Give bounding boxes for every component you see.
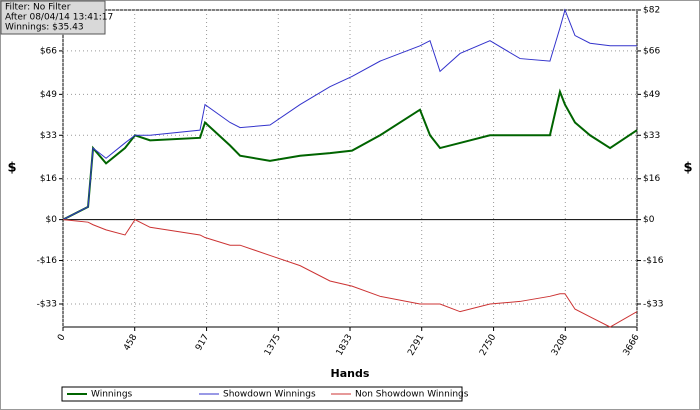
y2-tick-label: $0 — [643, 215, 655, 225]
y-tick-label: $33 — [40, 131, 57, 141]
legend-label: Winnings — [91, 390, 133, 400]
y-tick-label: $66 — [40, 46, 57, 56]
info-line: Filter: No Filter — [5, 3, 71, 13]
y2-tick-label: $82 — [643, 6, 660, 16]
y2-tick-label: -$33 — [643, 299, 663, 309]
series-line — [62, 88, 638, 221]
x-axis-label: Hands — [331, 367, 370, 380]
info-line: After 08/04/14 13:41:17 — [5, 13, 113, 23]
info-line: Winnings: $35.43 — [5, 23, 84, 33]
y-tick-label: -$16 — [37, 256, 58, 266]
y-tick-label: $49 — [40, 90, 57, 100]
y-axis-label: $ — [7, 161, 16, 176]
legend-box — [61, 386, 463, 402]
y2-tick-label: -$16 — [643, 256, 664, 266]
x-tick-label: 0 — [56, 333, 68, 343]
series-line — [62, 218, 638, 328]
y-tick-label: $0 — [46, 215, 58, 225]
legend-label: Non Showdown Winnings — [355, 390, 469, 400]
y2-tick-label: $66 — [643, 46, 660, 56]
y2-tick-label: $49 — [643, 90, 660, 100]
y-tick-label: $16 — [40, 174, 57, 184]
info-box-bg — [0, 0, 106, 35]
y2-axis-label: $ — [683, 161, 692, 176]
legend: Winnings Showdown Winnings Non Showdown Wi… — [61, 386, 469, 402]
y2-tick-label: $16 — [643, 174, 660, 184]
y-tick-label: -$33 — [37, 299, 57, 309]
y2-tick-label: $33 — [643, 131, 660, 141]
series-line — [62, 8, 637, 221]
legend-label: Showdown Winnings — [223, 390, 316, 400]
